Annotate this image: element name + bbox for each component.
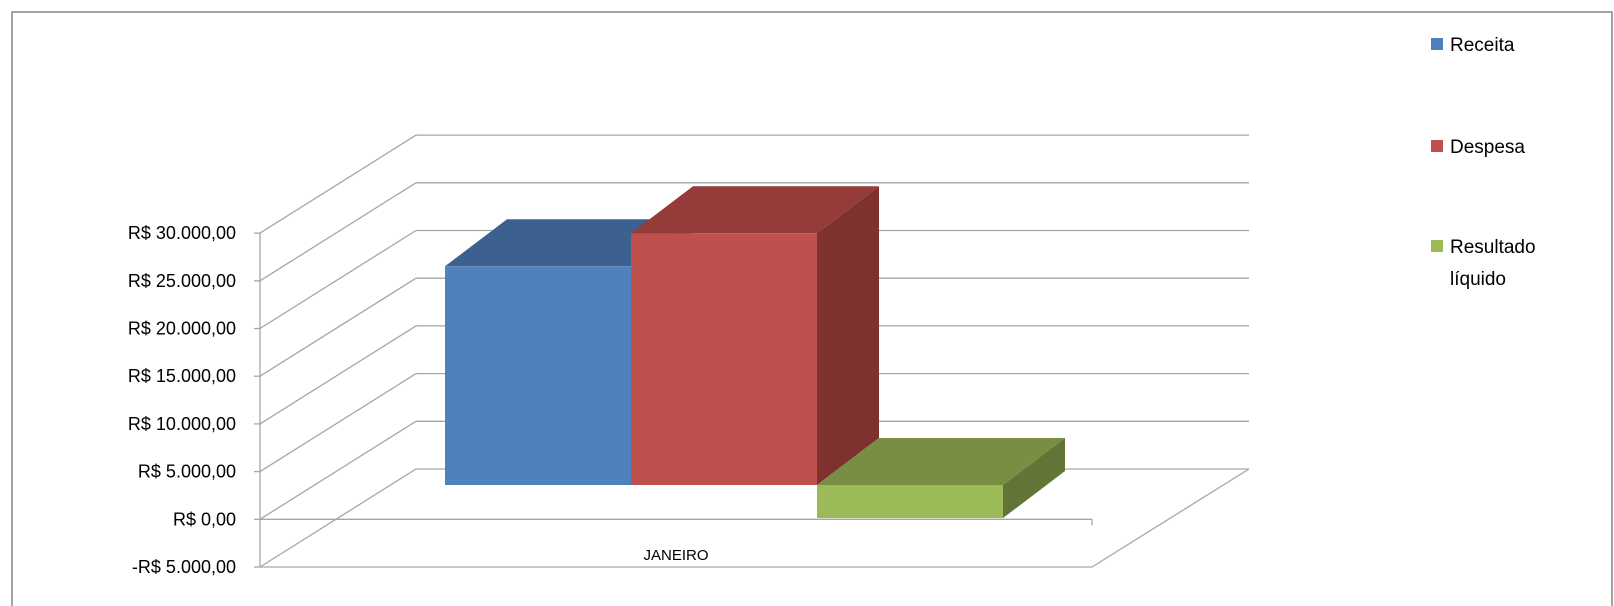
gridline-side-3 — [259, 325, 417, 425]
y-tick-label-4: R$ 15.000,00 — [128, 366, 236, 386]
floor-outline — [260, 468, 1250, 568]
bar-front-resultado-l-quido — [817, 485, 1003, 519]
legend-swatch-receita — [1431, 38, 1443, 50]
bar-side-resultado-l-quido — [1003, 438, 1065, 519]
gridline-side-4 — [259, 277, 417, 377]
gridline-side-1 — [259, 420, 417, 520]
bar-top-despesa — [631, 186, 879, 234]
bar-front-despesa — [631, 233, 817, 485]
gridline-side-6 — [259, 182, 417, 282]
gridline-side-7 — [259, 134, 417, 234]
legend-label-liquido: líquido — [1450, 269, 1506, 290]
legend-swatch-resultado-liquido — [1431, 240, 1443, 252]
gridline-side-0 — [259, 468, 417, 568]
bar-front-receita — [445, 266, 631, 485]
y-axis-ticks: -R$ 5.000,00 R$ 0,00 R$ 5.000,00 R$ 10.000,… — [128, 223, 260, 577]
legend-label-despesa: Despesa — [1450, 137, 1525, 158]
y-tick-label-5: R$ 20.000,00 — [128, 319, 236, 339]
category-label-janeiro: JANEIRO — [643, 547, 708, 564]
y-tick-label-0: -R$ 5.000,00 — [132, 557, 236, 577]
gridline-side-2 — [259, 373, 417, 473]
legend-swatch-despesa — [1431, 140, 1443, 152]
legend-label-resultado: Resultado — [1450, 237, 1536, 258]
y-tick-label-3: R$ 10.000,00 — [128, 414, 236, 434]
bar-side-despesa — [817, 186, 879, 485]
bar-top-resultado-l-quido — [817, 438, 1065, 485]
legend-label-receita: Receita — [1450, 35, 1515, 56]
bars — [445, 186, 1065, 519]
gridline-side-5 — [259, 229, 417, 330]
y-tick-label-1: R$ 0,00 — [173, 509, 236, 529]
y-tick-label-2: R$ 5.000,00 — [138, 462, 236, 482]
y-tick-label-6: R$ 25.000,00 — [128, 271, 236, 291]
y-tick-label-7: R$ 30.000,00 — [128, 223, 236, 243]
legend: Receita Despesa Resultado líquido — [1431, 35, 1536, 290]
